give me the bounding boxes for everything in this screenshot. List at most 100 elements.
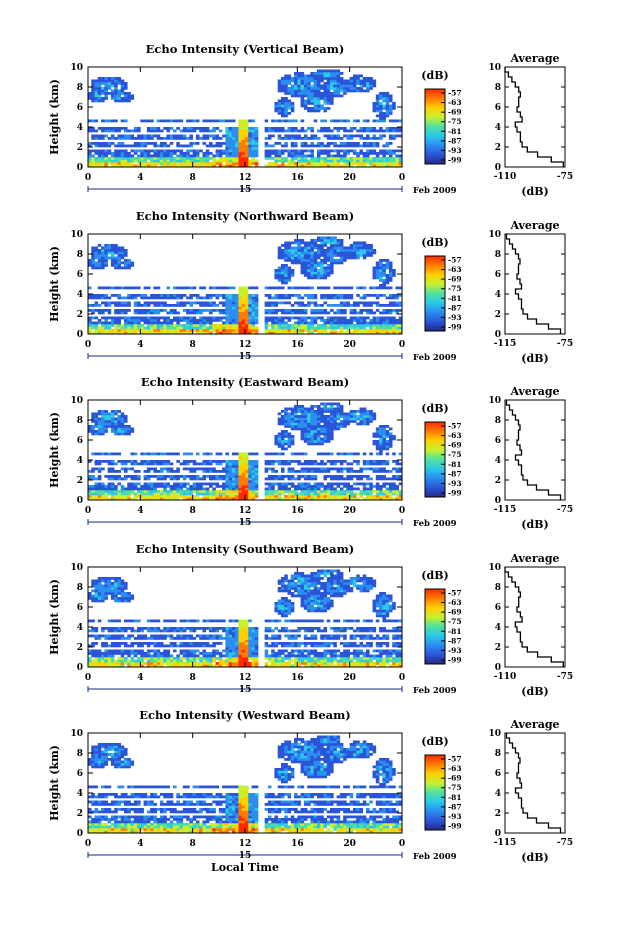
heatmap-cell [114, 246, 118, 250]
heatmap-cell [395, 164, 400, 168]
heatmap-cell [176, 319, 180, 322]
heatmap-cell [182, 134, 187, 138]
heatmap-cell [349, 470, 354, 473]
heatmap-cell [349, 87, 354, 90]
heatmap-cell [346, 129, 350, 133]
heatmap-cell [294, 152, 298, 155]
heatmap-cell [326, 485, 331, 488]
heatmap-cell [362, 490, 367, 493]
heatmap-cell [88, 144, 92, 148]
heatmap-cell [205, 154, 210, 158]
heatmap-cell [297, 164, 301, 168]
heatmap-cell [336, 470, 341, 473]
heatmap-cell [313, 475, 318, 478]
heatmap-cell [343, 324, 347, 327]
heatmap-cell [137, 286, 141, 290]
heatmap-cell [307, 127, 311, 130]
heatmap-cell [101, 89, 105, 93]
heatmap-cell [137, 304, 141, 307]
heatmap-cell [375, 144, 380, 148]
heatmap-cell [150, 475, 154, 478]
heatmap-cell [336, 286, 341, 290]
heatmap-cell [385, 97, 390, 100]
heatmap-cell [215, 497, 220, 501]
heatmap-cell [274, 490, 279, 493]
heatmap-cell [231, 475, 236, 478]
heatmap-cell [277, 79, 282, 83]
heatmap-cell [366, 157, 370, 160]
heatmap-cell [313, 495, 318, 498]
heatmap-cell [290, 311, 295, 315]
heatmap-cell [313, 74, 318, 78]
heatmap-cell [277, 274, 282, 277]
heatmap-cell [91, 159, 95, 163]
heatmap-cell [101, 495, 105, 498]
heatmap-cell [163, 477, 167, 481]
heatmap-cell [287, 301, 292, 305]
heatmap-cell [346, 497, 350, 501]
heatmap-cell [120, 324, 125, 327]
heatmap-cell [320, 162, 324, 165]
heatmap-cell [333, 422, 337, 426]
heatmap-cell [310, 326, 314, 330]
heatmap-cell [228, 144, 233, 148]
heatmap-cell [195, 326, 200, 330]
heatmap-cell [333, 79, 337, 83]
heatmap-cell [395, 326, 400, 330]
heatmap-cell [104, 152, 108, 155]
heatmap-cell [231, 139, 236, 143]
heatmap-cell [284, 99, 288, 103]
heatmap-cell [251, 127, 256, 130]
heatmap-cell [287, 271, 292, 275]
heatmap-cell [303, 490, 308, 493]
heatmap-cell [202, 127, 207, 130]
heatmap-cell [117, 129, 122, 133]
heatmap-cell [110, 162, 115, 165]
heatmap-cell [251, 301, 256, 305]
heatmap-cell [120, 79, 125, 83]
heatmap-cell [245, 497, 249, 501]
heatmap-cell [267, 309, 272, 312]
heatmap-cell [320, 149, 324, 153]
heatmap-cell [110, 420, 115, 423]
heatmap-cell [310, 261, 314, 265]
heatmap-cell [101, 254, 105, 257]
heatmap-cell [287, 412, 292, 416]
heatmap-cell [349, 144, 354, 148]
heatmap-cell [307, 154, 311, 158]
heatmap-cell [294, 311, 298, 315]
heatmap-cell [287, 331, 292, 335]
heatmap-cell [359, 144, 364, 148]
heatmap-cell [323, 276, 328, 280]
heatmap-cell [271, 470, 275, 473]
heatmap-cell [202, 154, 207, 158]
heatmap-cell [326, 87, 331, 90]
heatmap-cell [182, 157, 187, 160]
heatmap-cell [297, 485, 301, 488]
heatmap-cell [326, 410, 331, 413]
heatmap-cell [94, 425, 99, 428]
heatmap-cell [130, 149, 135, 153]
heatmap-cell [352, 254, 357, 257]
heatmap-cell [323, 72, 328, 75]
heatmap-cell [146, 157, 151, 160]
heatmap-cell [150, 309, 154, 312]
heatmap-cell [287, 490, 292, 493]
heatmap-cell [186, 296, 190, 300]
heatmap-cell [313, 241, 318, 245]
heatmap-cell [199, 127, 203, 130]
heatmap-cell [189, 477, 193, 481]
heatmap-cell [294, 239, 298, 242]
heatmap-cell [336, 89, 341, 93]
heatmap-cell [343, 467, 347, 471]
heatmap-cell [300, 264, 305, 267]
heatmap-cell [303, 84, 308, 88]
heatmap-cell [352, 157, 357, 160]
heatmap-cell [140, 294, 144, 297]
heatmap-cell [120, 417, 125, 421]
heatmap-cell [395, 329, 400, 332]
heatmap-cell [294, 487, 298, 491]
heatmap-cell [349, 420, 354, 423]
heatmap-cell [398, 319, 403, 322]
heatmap-cell [382, 159, 386, 163]
